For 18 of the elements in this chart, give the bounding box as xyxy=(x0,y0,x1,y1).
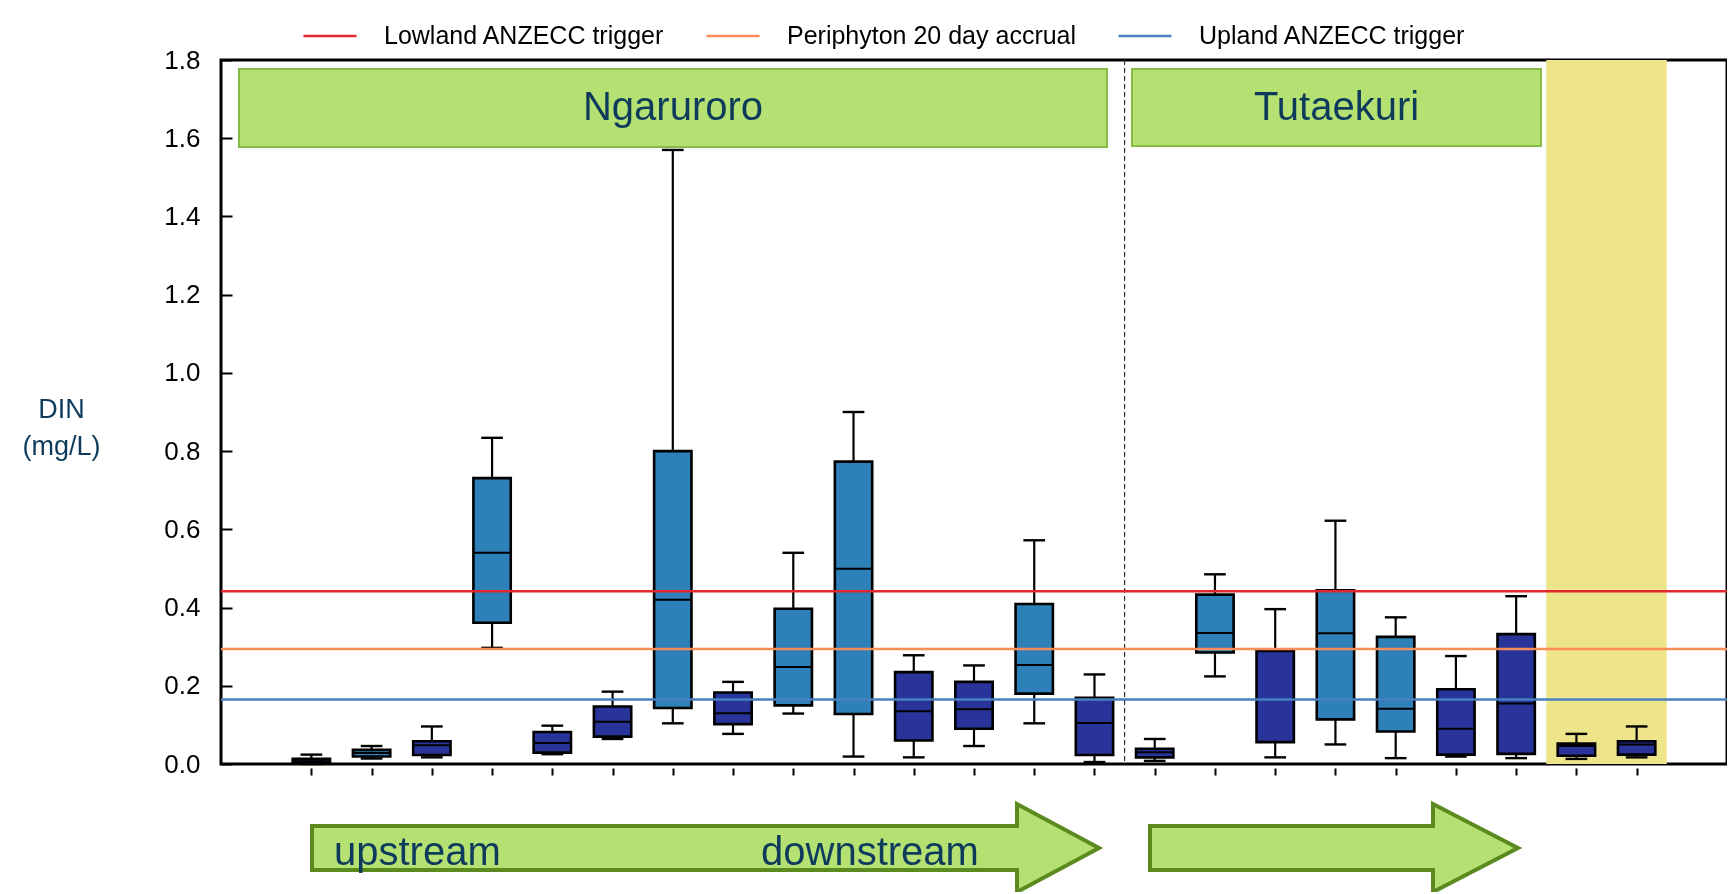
y-axis-title: DIN (mg/L) xyxy=(22,394,101,461)
y-tick-label: 0.8 xyxy=(164,435,201,466)
y-tick-label: 1.2 xyxy=(164,279,201,310)
text: downstream xyxy=(761,829,979,873)
y-tick-label: 0.0 xyxy=(164,748,201,779)
y-tick-label: 1.0 xyxy=(164,357,201,388)
y-tick-label: 0.4 xyxy=(164,592,201,623)
text: upstream xyxy=(334,829,501,873)
y-tick-label: 1.4 xyxy=(164,200,201,231)
y-tick-label: 0.6 xyxy=(164,513,201,544)
legend-label: Lowland ANZECC trigger xyxy=(384,21,664,49)
y-tick-label: 0.2 xyxy=(164,670,201,701)
annotation: Ngaruroro xyxy=(582,84,764,128)
y-tick-label: 1.6 xyxy=(164,122,201,153)
y-tick-label: 1.8 xyxy=(164,44,201,75)
legend-label: Periphyton 20 day accrual xyxy=(787,21,1077,49)
annotation: Tutaekuri xyxy=(1253,83,1420,128)
legend-label: Upland ANZECC trigger xyxy=(1199,21,1465,49)
